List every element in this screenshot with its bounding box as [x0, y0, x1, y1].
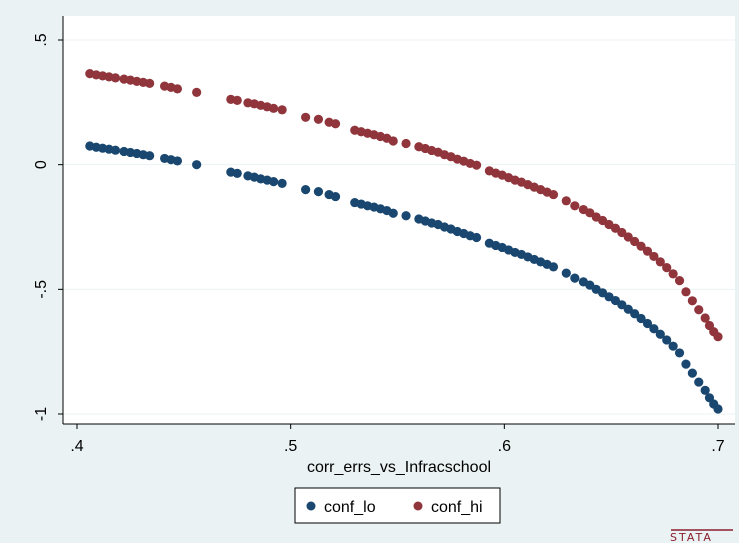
data-point	[655, 329, 665, 339]
data-point	[268, 177, 279, 187]
x-tick-label: .6	[498, 438, 511, 455]
data-point	[674, 276, 685, 286]
plot-area	[63, 16, 735, 424]
data-point	[471, 160, 482, 170]
series-conf-hi	[85, 69, 723, 342]
data-point	[570, 273, 580, 283]
data-point	[642, 318, 653, 329]
data-point	[110, 73, 121, 83]
data-point	[277, 105, 287, 115]
data-point	[561, 268, 571, 278]
data-point	[313, 186, 324, 197]
data-point	[674, 348, 685, 358]
data-point	[172, 156, 183, 166]
series-layer	[85, 69, 723, 414]
data-point	[268, 103, 279, 113]
legend-marker-conf-lo	[306, 501, 316, 511]
x-axis-title: corr_errs_vs_Infracschool	[307, 459, 491, 476]
data-point	[388, 208, 398, 218]
data-point	[401, 211, 411, 221]
data-point	[662, 263, 672, 273]
data-point	[700, 385, 710, 395]
data-point	[642, 246, 653, 256]
data-point	[330, 119, 341, 129]
data-point	[649, 324, 659, 334]
data-point	[623, 232, 633, 242]
data-point	[570, 201, 580, 211]
data-point	[636, 241, 646, 251]
data-point	[301, 185, 311, 195]
data-point	[700, 313, 710, 323]
x-tick-label: .7	[711, 438, 724, 455]
legend-marker-conf-hi	[413, 501, 423, 511]
data-point	[649, 251, 659, 262]
data-point	[192, 87, 202, 97]
data-point	[232, 168, 242, 178]
legend-label-conf-lo: conf_lo	[324, 499, 376, 516]
data-point	[662, 335, 672, 345]
data-point	[687, 296, 697, 306]
axes: .5 0 -.5 -1 .4 .5 .6 .7	[33, 16, 735, 455]
data-point	[471, 232, 482, 243]
data-point	[694, 377, 704, 387]
data-point	[630, 236, 640, 247]
data-point	[617, 300, 627, 310]
data-point	[694, 305, 704, 315]
data-point	[617, 227, 627, 238]
data-point	[713, 404, 723, 414]
data-point	[172, 84, 183, 94]
x-tick-label: .5	[284, 438, 297, 455]
data-point	[110, 145, 121, 155]
data-point	[668, 341, 678, 351]
data-point	[232, 95, 242, 105]
data-point	[630, 309, 640, 319]
legend: conf_lo conf_hi	[294, 487, 501, 524]
data-point	[713, 332, 723, 342]
data-point	[277, 178, 287, 188]
series-conf-lo	[85, 141, 723, 414]
data-point	[548, 189, 559, 200]
stata-logo: STATA	[670, 529, 733, 543]
data-point	[623, 304, 633, 314]
data-point	[548, 262, 559, 272]
x-tick-label: .4	[70, 438, 83, 455]
data-point	[313, 114, 324, 124]
legend-box	[294, 487, 501, 524]
y-tick-label: 0	[33, 160, 50, 169]
data-point	[145, 78, 155, 88]
data-point	[388, 136, 398, 146]
data-point	[145, 151, 155, 161]
y-tick-label: -1	[33, 407, 50, 421]
data-point	[330, 191, 341, 202]
data-point	[192, 160, 202, 170]
data-point	[681, 359, 691, 369]
data-point	[687, 368, 697, 378]
data-point	[655, 257, 665, 267]
legend-label-conf-hi: conf_hi	[431, 499, 483, 516]
data-point	[668, 269, 678, 279]
data-point	[301, 112, 311, 122]
data-point	[636, 313, 646, 324]
data-point	[681, 287, 691, 297]
y-tick-label: .5	[33, 33, 50, 46]
data-point	[401, 138, 411, 149]
y-tick-label: -.5	[33, 280, 50, 299]
data-point	[561, 196, 571, 206]
stata-logo-text: STATA	[670, 531, 713, 543]
